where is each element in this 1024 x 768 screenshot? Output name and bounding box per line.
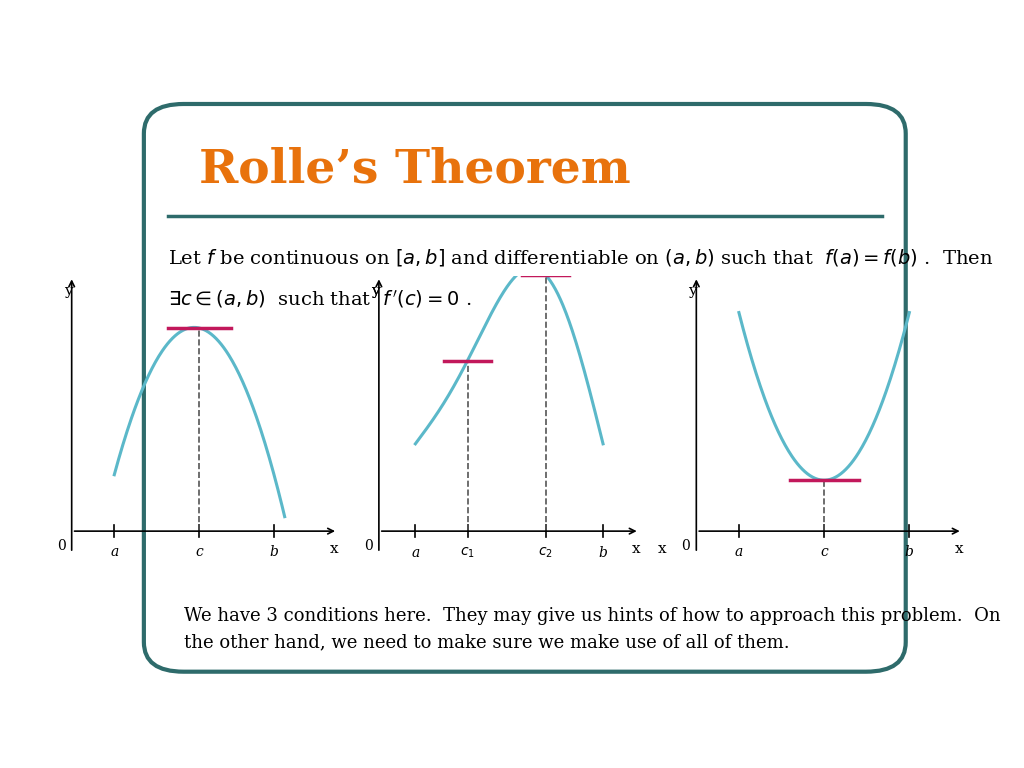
Text: x: x: [954, 542, 964, 556]
Text: the other hand, we need to make sure we make use of all of them.: the other hand, we need to make sure we …: [183, 633, 790, 651]
Text: y: y: [371, 284, 380, 298]
Text: c: c: [820, 545, 828, 558]
Text: a: a: [412, 546, 420, 560]
Text: $c_2$: $c_2$: [539, 546, 553, 560]
Text: y: y: [688, 284, 697, 298]
Text: x: x: [632, 542, 640, 556]
Text: 0: 0: [365, 538, 373, 553]
Text: Rolle’s Theorem: Rolle’s Theorem: [200, 146, 631, 192]
Text: y: y: [371, 284, 380, 298]
Text: $c_1$: $c_1$: [460, 546, 475, 560]
Text: y: y: [63, 284, 73, 298]
Text: b: b: [599, 546, 607, 560]
FancyBboxPatch shape: [143, 104, 905, 672]
Text: b: b: [269, 545, 279, 558]
Text: x: x: [657, 542, 667, 556]
Text: Let $f$ be continuous on $\left[a,b\right]$ and differentiable on $(a,b)$ such t: Let $f$ be continuous on $\left[a,b\righ…: [168, 247, 993, 268]
Text: We have 3 conditions here.  They may give us hints of how to approach this probl: We have 3 conditions here. They may give…: [183, 607, 1000, 624]
Text: $\exists c \in (a,b)$  such that  $f\,'(c) = 0$ .: $\exists c \in (a,b)$ such that $f\,'(c)…: [168, 288, 471, 310]
Text: x: x: [330, 542, 339, 556]
Text: 0: 0: [681, 538, 690, 553]
Text: a: a: [735, 545, 743, 558]
Text: 0: 0: [56, 538, 66, 553]
Text: c: c: [196, 545, 204, 558]
Text: b: b: [905, 545, 913, 558]
Text: a: a: [111, 545, 119, 558]
